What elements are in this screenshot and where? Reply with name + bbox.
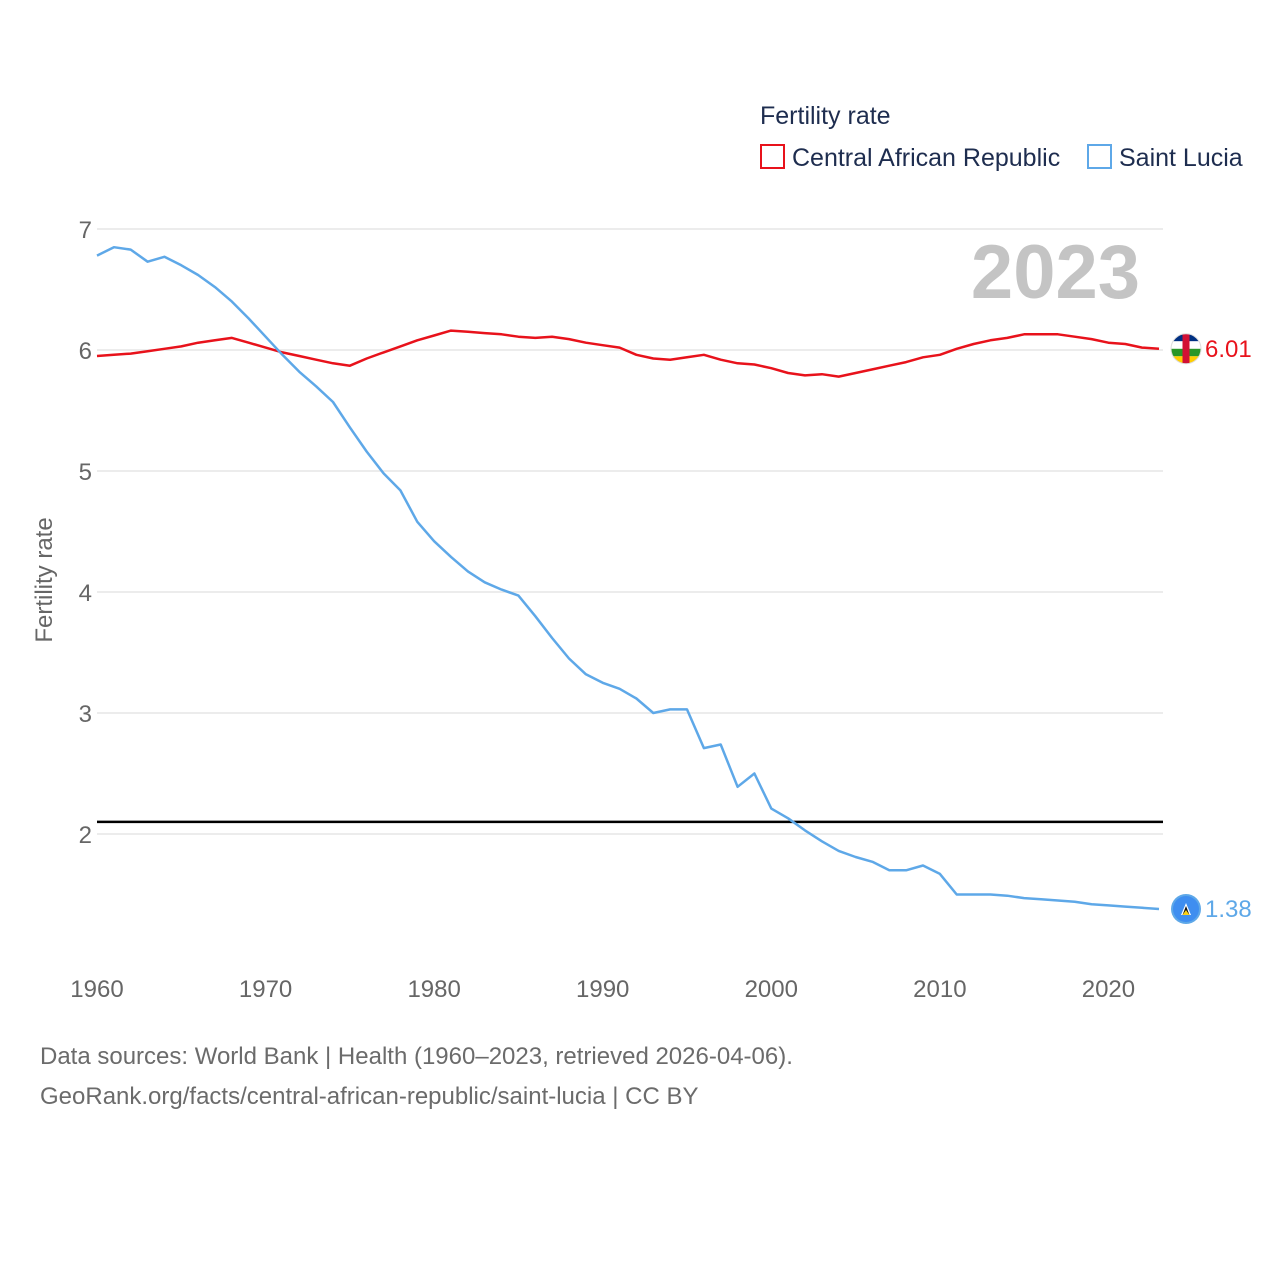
fertility-rate-chart: Fertility rate Central African Republic … bbox=[31, 102, 1252, 1003]
y-tick-3: 3 bbox=[79, 701, 92, 728]
y-tick-7: 7 bbox=[79, 217, 92, 244]
legend-swatch-central-african-republic bbox=[760, 144, 785, 169]
legend-label-central-african-republic: Central African Republic bbox=[792, 144, 1060, 172]
y-tick-4: 4 bbox=[79, 580, 92, 607]
legend-item-saint-lucia[interactable]: Saint Lucia bbox=[1087, 144, 1243, 172]
series-line-central-african-republic[interactable] bbox=[96, 329, 1160, 378]
x-tick-1980: 1980 bbox=[407, 976, 460, 1003]
footer-link[interactable]: GeoRank.org/facts/central-african-republ… bbox=[40, 1083, 699, 1110]
y-axis-title: Fertility rate bbox=[31, 517, 58, 642]
gridlines bbox=[97, 228, 1163, 835]
y-tick-6: 6 bbox=[79, 338, 92, 365]
legend-item-central-african-republic[interactable]: Central African Republic bbox=[760, 144, 1060, 172]
x-tick-1960: 1960 bbox=[70, 976, 123, 1003]
axis-ticks: 2 3 4 5 6 7 1960 1970 1980 1990 2000 2010 2020 bbox=[70, 217, 1135, 1003]
footer-sources: Data sources: World Bank | Health (1960–… bbox=[40, 1043, 793, 1070]
x-tick-1970: 1970 bbox=[239, 976, 292, 1003]
end-markers: 6.01 1.38 bbox=[1170, 333, 1252, 925]
y-tick-2: 2 bbox=[79, 822, 92, 849]
x-tick-1990: 1990 bbox=[576, 976, 629, 1003]
series-line-saint-lucia[interactable] bbox=[96, 245, 1160, 911]
legend-title: Fertility rate bbox=[760, 102, 891, 130]
legend-label-saint-lucia: Saint Lucia bbox=[1119, 144, 1243, 172]
y-tick-5: 5 bbox=[79, 459, 92, 486]
legend-swatch-saint-lucia bbox=[1087, 144, 1112, 169]
x-tick-2000: 2000 bbox=[745, 976, 798, 1003]
current-year-label: 2023 bbox=[971, 230, 1140, 315]
end-label-saint-lucia: 1.38 bbox=[1205, 896, 1252, 923]
x-tick-2020: 2020 bbox=[1082, 976, 1135, 1003]
saint-lucia-flag-icon bbox=[1171, 894, 1201, 925]
end-label-central-african-republic: 6.01 bbox=[1205, 336, 1252, 363]
central-african-republic-flag-icon bbox=[1170, 333, 1202, 365]
x-tick-2010: 2010 bbox=[913, 976, 966, 1003]
series-lines bbox=[96, 245, 1160, 911]
